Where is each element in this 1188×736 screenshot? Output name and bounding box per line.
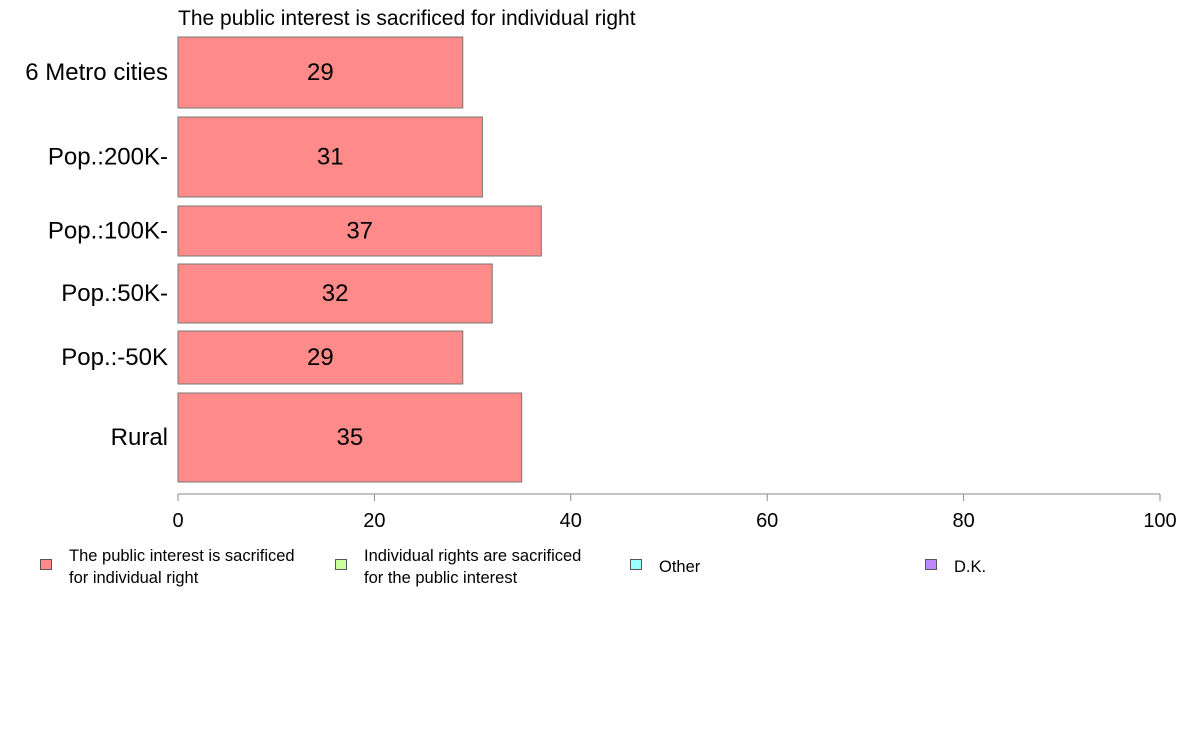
legend-label: Other: [659, 558, 701, 576]
bar-value-label: 37: [346, 218, 373, 245]
category-label: Pop.:50K-: [61, 280, 168, 307]
chart-title: The public interest is sacrificed for in…: [178, 7, 636, 30]
bar: [177, 330, 464, 385]
legend-swatch: [335, 559, 347, 570]
bars-group: 29 6 Metro cities 31 Pop.:200K- 37 Pop.:100K-…: [25, 36, 542, 483]
legend: The public interest is sacrificed for in…: [40, 545, 1180, 595]
legend-swatch: [925, 559, 937, 570]
bar: [177, 263, 493, 324]
x-tick-label: 80: [952, 510, 974, 532]
x-tick-label: 100: [1143, 510, 1176, 532]
x-tick-label: 40: [560, 510, 582, 532]
category-label: 6 Metro cities: [25, 59, 168, 86]
bar-value-label: 29: [307, 344, 334, 371]
bar-value-label: 31: [317, 144, 344, 171]
category-label: Pop.:-50K: [61, 344, 168, 371]
bar: [177, 205, 542, 257]
legend-label: D.K.: [954, 558, 987, 576]
legend-swatch: [40, 559, 52, 570]
bar-chart: The public interest is sacrificed for in…: [25, 7, 1177, 532]
category-label: Rural: [111, 424, 168, 451]
bar-value-label: 32: [322, 280, 349, 307]
bar-value-label: 35: [336, 424, 363, 451]
x-tick-label: 0: [172, 510, 183, 532]
bar: [177, 392, 523, 483]
category-label: Pop.:100K-: [48, 218, 168, 245]
bar: [177, 116, 483, 198]
legend-swatch: [630, 559, 642, 570]
bar-value-label: 29: [307, 59, 334, 86]
legend-label: The public interest is sacrificed for in…: [69, 547, 295, 587]
x-tick-label: 60: [756, 510, 778, 532]
legend-label: Individual rights are sacrificed for the…: [364, 547, 582, 587]
category-label: Pop.:200K-: [48, 144, 168, 171]
bar: [177, 36, 464, 109]
x-axis: 0 20 40 60 80 100: [172, 493, 1177, 532]
x-tick-label: 20: [363, 510, 385, 532]
